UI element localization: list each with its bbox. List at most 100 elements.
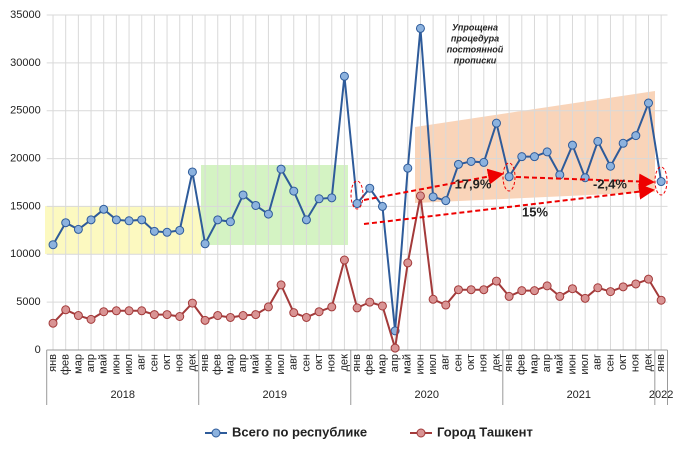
marker <box>580 293 590 303</box>
marker <box>428 192 438 202</box>
marker <box>377 201 387 211</box>
marker <box>48 318 58 328</box>
x-tick-label: авг <box>136 354 148 370</box>
legend: Всего по республике Город Ташкент <box>205 424 533 439</box>
marker <box>162 227 172 237</box>
marker <box>301 312 311 322</box>
marker <box>149 226 159 236</box>
marker <box>137 215 147 225</box>
growth-label: -2,4% <box>593 176 627 191</box>
marker <box>175 312 185 321</box>
y-tick-label: 15000 <box>10 200 41 212</box>
x-tick-label: авг <box>440 354 452 370</box>
legend-label: Всего по республике <box>232 424 367 439</box>
marker <box>327 193 337 203</box>
x-tick-label: фев <box>60 354 72 375</box>
marker <box>365 297 375 307</box>
y-tick-label: 10000 <box>10 248 41 260</box>
marker <box>605 161 615 171</box>
marker <box>200 239 210 249</box>
x-tick-label: фев <box>212 354 224 375</box>
y-tick-label: 35000 <box>10 9 41 21</box>
marker <box>491 276 501 286</box>
marker <box>529 152 539 162</box>
marker <box>441 196 451 206</box>
x-tick-label: дек <box>642 354 654 372</box>
marker <box>605 287 615 297</box>
x-tick-label: сен <box>604 354 616 372</box>
highlight-ellipse <box>350 180 364 210</box>
marker <box>137 306 147 316</box>
x-tick-label: сен <box>452 354 464 372</box>
marker <box>339 71 349 81</box>
marker <box>403 258 413 268</box>
x-tick-label: дек <box>186 354 198 372</box>
marker <box>301 215 311 225</box>
marker <box>48 240 58 250</box>
marker <box>339 255 349 265</box>
marker <box>276 280 286 290</box>
highlight-ellipse <box>654 166 668 196</box>
marker <box>314 194 324 204</box>
marker <box>567 140 577 150</box>
x-tick-label: авг <box>288 354 300 370</box>
marker <box>149 310 159 320</box>
note: прописки <box>454 55 497 65</box>
x-tick-label: фев <box>364 354 376 375</box>
marker <box>390 343 400 353</box>
x-tick-label: мар <box>528 354 540 374</box>
x-tick-label: апр <box>389 354 401 372</box>
x-tick-label: апр <box>541 354 553 372</box>
marker <box>466 285 476 295</box>
marker <box>656 177 666 187</box>
x-tick-label: май <box>250 354 262 374</box>
marker <box>517 286 527 296</box>
plot <box>48 23 666 353</box>
year-label: 2020 <box>415 389 439 401</box>
x-tick-label: июн <box>262 354 274 374</box>
marker <box>517 152 527 162</box>
marker <box>542 147 552 157</box>
marker <box>479 157 489 167</box>
marker <box>251 310 261 320</box>
year-label: 2018 <box>110 389 134 401</box>
x-tick-label: окт <box>161 354 173 370</box>
marker <box>415 23 425 33</box>
x-tick-label: апр <box>237 354 249 372</box>
trend-arrow <box>363 183 655 225</box>
x-tick-label: апр <box>85 354 97 372</box>
legend-marker <box>211 428 221 438</box>
highlight-2019 <box>201 165 348 245</box>
highlight-trend <box>415 91 655 203</box>
x-tick-label: янв <box>199 354 211 372</box>
x-tick-label: ноя <box>326 354 338 372</box>
marker <box>593 283 603 293</box>
x-tick-label: мар <box>376 354 388 374</box>
marker <box>73 311 83 321</box>
marker <box>238 311 248 321</box>
highlight-2018 <box>45 206 201 254</box>
marker <box>542 281 552 291</box>
marker <box>631 279 641 289</box>
marker <box>631 131 641 141</box>
marker <box>263 302 273 312</box>
marker <box>479 285 489 295</box>
y-tick-label: 20000 <box>10 152 41 164</box>
marker <box>263 209 273 219</box>
x-tick-label: май <box>402 354 414 374</box>
x-tick-label: ноя <box>174 354 186 372</box>
marker <box>491 118 501 128</box>
x-tick-label: янв <box>47 354 59 372</box>
x-tick-label: авг <box>592 354 604 370</box>
trend-arrow <box>515 173 655 190</box>
marker <box>213 311 223 321</box>
note: процедура <box>451 33 499 43</box>
x-tick-label: фев <box>516 354 528 375</box>
y-tick-label: 0 <box>35 344 41 356</box>
marker <box>618 282 628 292</box>
marker <box>504 291 514 301</box>
x-tick-label: сен <box>148 354 160 372</box>
year-label: 2022 <box>649 389 673 401</box>
marker <box>415 191 425 201</box>
